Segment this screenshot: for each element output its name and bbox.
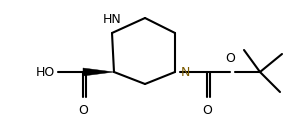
Text: O: O (225, 52, 235, 65)
Text: HN: HN (103, 13, 121, 26)
Text: O: O (78, 104, 88, 117)
Polygon shape (83, 68, 114, 76)
Text: O: O (202, 104, 212, 117)
Text: N: N (181, 65, 190, 79)
Text: HO: HO (36, 65, 55, 79)
